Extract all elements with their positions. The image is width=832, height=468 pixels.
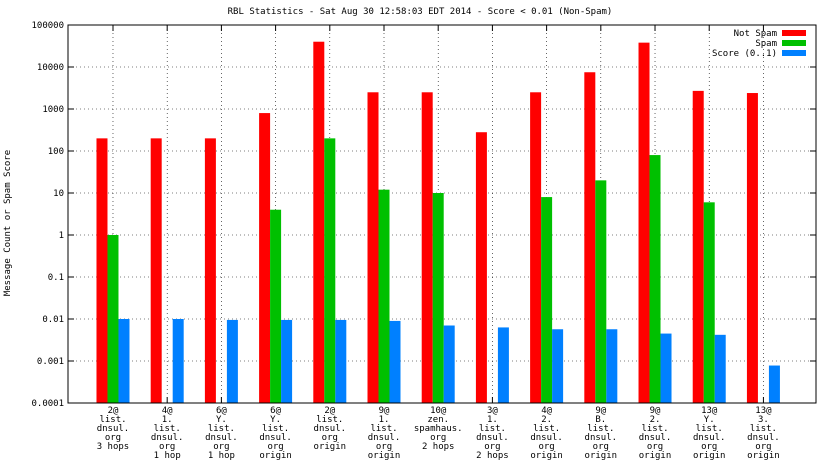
bar-score: [497, 327, 509, 403]
bar-score: [660, 333, 672, 403]
y-tick-label: 0.01: [42, 315, 64, 325]
y-tick-label: 100: [48, 147, 64, 157]
bars: [96, 41, 780, 404]
y-tick-label: 0.1: [48, 273, 64, 283]
bar-score: [443, 325, 455, 403]
legend-spam-label: Spam: [755, 39, 777, 49]
y-tick-label: 1: [59, 231, 64, 241]
bar-not-spam: [96, 138, 108, 403]
chart-title: RBL Statistics - Sat Aug 30 12:58:03 EDT…: [228, 7, 613, 17]
bar-not-spam: [313, 41, 325, 404]
bar-score: [389, 320, 401, 403]
bar-spam: [270, 209, 282, 403]
x-tick-label: 9@ 1. list. dnsul. org origin: [368, 406, 401, 461]
x-tick-label: 2@ list. dnsul. org origin: [314, 406, 347, 452]
y-tick-label: 10000: [37, 63, 64, 73]
x-tick-label: 6@ Y. list. dnsul. org origin: [259, 406, 292, 461]
bar-spam: [107, 235, 119, 403]
legend-spam-swatch: [782, 40, 806, 46]
y-tick-label: 1000: [42, 105, 64, 115]
legend-score-swatch: [782, 50, 806, 56]
y-tick-label: 100000: [31, 21, 64, 31]
bar-score: [226, 319, 238, 403]
bar-not-spam: [584, 72, 596, 403]
x-axis-labels: 2@ list. dnsul. org 3 hops 4@ 1. list. dnsul. org…: [97, 406, 780, 461]
bar-not-spam: [692, 90, 704, 403]
x-tick-label: 4@ 1. list. dnsul. org 1 hop: [151, 406, 184, 461]
legend-not-spam-swatch: [782, 30, 806, 36]
y-tick-label: 0.0001: [31, 399, 64, 409]
x-tick-label: 3@ 1. list. dnsul. org 2 hops: [476, 406, 509, 461]
bar-not-spam: [421, 92, 433, 403]
bar-score: [606, 329, 618, 403]
x-tick-label: 9@ B. list. dnsul. org origin: [585, 406, 618, 461]
gridlines: [68, 25, 816, 403]
x-tick-label: 9@ 2. list. dnsul. org origin: [639, 406, 672, 461]
x-tick-label: 2@ list. dnsul. org 3 hops: [97, 406, 130, 452]
bar-not-spam: [530, 92, 542, 403]
bar-not-spam: [475, 132, 487, 403]
x-tick-label: 4@ 2. list. dnsul. org origin: [530, 406, 563, 461]
bar-score: [281, 319, 293, 403]
bar-score: [714, 334, 726, 403]
bar-score: [172, 319, 184, 403]
x-tick-label: 6@ Y. list. dnsul. org 1 hop: [205, 406, 238, 461]
plot-border: [67, 24, 817, 404]
x-tick-label: 10@ zen. spamhaus. org 2 hops: [414, 406, 463, 452]
bar-spam: [703, 202, 715, 403]
bar-spam: [595, 180, 607, 403]
bar-not-spam: [150, 138, 162, 403]
bar-score: [118, 319, 130, 403]
bar-score: [335, 319, 347, 403]
legend-score-label: Score (0..1): [712, 49, 777, 59]
bar-spam: [649, 155, 661, 403]
bar-not-spam: [367, 92, 379, 403]
bar-score: [768, 365, 780, 403]
bar-not-spam: [259, 113, 271, 403]
bar-spam: [324, 138, 336, 403]
bar-spam: [378, 189, 390, 403]
y-tick-label: 0.001: [37, 357, 64, 367]
x-tick-label: 13@ Y. list. dnsul. org origin: [693, 406, 726, 461]
legend-not-spam-label: Not Spam: [734, 29, 777, 39]
bar-spam: [432, 193, 444, 403]
bar-not-spam: [746, 93, 758, 403]
x-tick-label: 13@ 3. list. dnsul. org origin: [747, 406, 780, 461]
bar-score: [552, 329, 564, 403]
y-tick-label: 10: [53, 189, 64, 199]
bar-not-spam: [638, 42, 650, 404]
y-axis-label: Message Count or Spam Score: [3, 150, 13, 296]
bar-not-spam: [204, 138, 216, 403]
bar-spam: [541, 197, 553, 403]
